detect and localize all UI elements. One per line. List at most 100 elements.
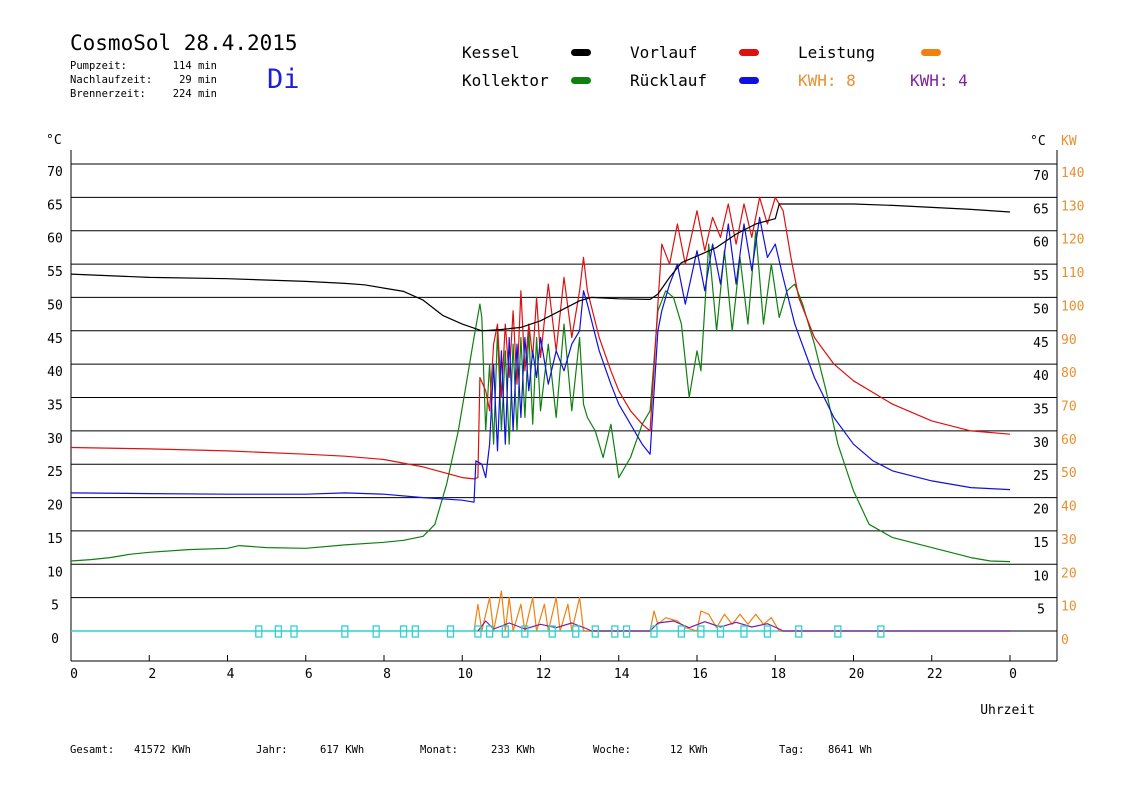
pump-marker: [274, 625, 283, 638]
x-tick-label: 0: [1009, 667, 1017, 682]
pump-marker: [834, 625, 842, 638]
legend-swatch-kessel: [571, 49, 591, 56]
x-tick-label: 4: [227, 667, 235, 682]
y-unit-right: °C: [1030, 134, 1046, 149]
pump-marker: [716, 625, 725, 638]
x-tick-label: 2: [148, 667, 156, 682]
y-tick-label-right: 30: [1033, 436, 1049, 451]
header-stats: Pumpzeit: 114 min Nachlaufzeit: 29 min B…: [70, 60, 217, 100]
legend-swatch-vorlauf: [739, 49, 759, 56]
y-tick-label-right: 35: [1033, 403, 1049, 418]
y-tick-label-kw: 130: [1061, 199, 1084, 214]
pump-marker: [372, 625, 380, 638]
footer-label-gesamt: Gesamt:: [70, 744, 114, 756]
y-tick-label-kw: 40: [1061, 500, 1077, 515]
y-tick-label-right: 60: [1033, 236, 1049, 251]
stat-label-brennerzeit: Brennerzeit:: [70, 88, 146, 100]
pump-marker: [501, 625, 509, 638]
legend-label-kollektor: Kollektor: [462, 71, 549, 90]
legend-label-vorlauf: Vorlauf: [630, 43, 697, 62]
pump-marker: [290, 625, 298, 638]
pump-marker: [591, 625, 599, 638]
pump-marker: [622, 625, 631, 638]
x-tick-label: 10: [457, 667, 473, 682]
footer-value-monat: 233 KWh: [491, 744, 535, 756]
pump-marker: [474, 625, 482, 638]
footer-value-tag: 8641 Wh: [828, 744, 872, 756]
footer-label-woche: Woche:: [593, 744, 631, 756]
y-tick-label-kw: 10: [1061, 600, 1077, 615]
y-tick-label-kw: 110: [1061, 266, 1084, 281]
grid: [71, 163, 1057, 599]
series-line-leistung: [473, 590, 1010, 632]
x-tick-label: 18: [770, 667, 786, 682]
stat-label-pumpzeit: Pumpzeit:: [70, 60, 127, 72]
y-tick-label-left: 0: [51, 632, 59, 647]
pump-marker: [795, 625, 803, 638]
y-tick-label-right: 20: [1033, 503, 1049, 518]
y-tick-label-left: 50: [47, 298, 63, 313]
footer-label-jahr: Jahr:: [256, 744, 288, 756]
footer-value-jahr: 617 KWh: [320, 744, 364, 756]
pump-marker: [572, 625, 580, 638]
x-axis-label: Uhrzeit: [980, 703, 1035, 718]
legend-swatch-kollektor: [571, 77, 591, 84]
axes: [70, 150, 1058, 662]
pump-markers: [255, 625, 885, 638]
pump-marker: [763, 625, 772, 638]
y-tick-label-right: 15: [1033, 536, 1049, 551]
y-tick-label-left: 25: [47, 465, 63, 480]
y-tick-label-kw: 120: [1061, 233, 1084, 248]
y-tick-label-kw: 80: [1061, 366, 1077, 381]
y-tick-label-kw: 20: [1061, 566, 1077, 581]
x-tick-label: 12: [536, 667, 552, 682]
y-tick-label-right: 5: [1037, 603, 1045, 618]
footer-label-tag: Tag:: [779, 744, 804, 756]
x-tick-label: 22: [927, 667, 943, 682]
legend-swatch-ruecklauf: [739, 77, 759, 84]
y-tick-label-kw: 30: [1061, 533, 1077, 548]
y-tick-label-left: 70: [47, 165, 63, 180]
pump-marker: [341, 625, 349, 638]
series-line-vorlauf: [70, 196, 1011, 480]
y-tick-label-right: 10: [1033, 569, 1049, 584]
legend-kwh-orange: KWH: 8: [798, 71, 856, 90]
stat-value-nachlaufzeit: 29 min: [179, 74, 217, 86]
legend: Kessel Vorlauf Leistung Kollektor Rückla…: [462, 43, 968, 90]
y-tick-label-left: 5: [51, 599, 59, 614]
y-tick-label-kw: 50: [1061, 466, 1077, 481]
y-tick-label-left: 15: [47, 532, 63, 547]
y-tick-label-right: 45: [1033, 336, 1049, 351]
x-tick-label: 6: [305, 667, 313, 682]
y-unit-left: °C: [46, 133, 62, 148]
y-tick-label-right: 55: [1033, 269, 1049, 284]
y-tick-label-left: 35: [47, 399, 63, 414]
stat-value-brennerzeit: 224 min: [173, 88, 217, 100]
pump-marker: [650, 625, 658, 638]
y-tick-label-left: 10: [47, 565, 63, 580]
y-tick-label-left: 65: [47, 198, 63, 213]
y-tick-label-left: 55: [47, 265, 63, 280]
pump-marker: [255, 625, 263, 638]
y-tick-label-right: 50: [1033, 302, 1049, 317]
pump-marker: [677, 625, 685, 638]
legend-label-leistung: Leistung: [798, 43, 875, 62]
series-line-r-cklauf: [70, 216, 1011, 503]
footer-value-woche: 12 KWh: [670, 744, 708, 756]
footer-totals: Gesamt: 41572 KWh Jahr: 617 KWh Monat: 2…: [70, 744, 872, 756]
y-tick-label-right: 40: [1033, 369, 1049, 384]
chart-title: CosmoSol 28.4.2015: [70, 31, 298, 55]
y-tick-label-right: 70: [1033, 169, 1049, 184]
y-tick-label-left: 45: [47, 332, 63, 347]
legend-kwh-purple: KWH: 4: [910, 71, 968, 90]
y-tick-label-kw: 100: [1061, 299, 1084, 314]
y-tick-label-right: 65: [1033, 202, 1049, 217]
x-tick-label: 0: [70, 667, 78, 682]
footer-value-gesamt: 41572 KWh: [134, 744, 191, 756]
pump-marker: [877, 625, 885, 638]
pump-marker: [548, 625, 556, 638]
y-tick-label-kw: 0: [1061, 633, 1069, 648]
x-tick-label: 14: [614, 667, 630, 682]
tick-labels: 0 2 4 6 8 10 12 14 16 18 20 22 005101520253035404550…: [47, 165, 1084, 682]
pump-marker: [740, 625, 748, 638]
